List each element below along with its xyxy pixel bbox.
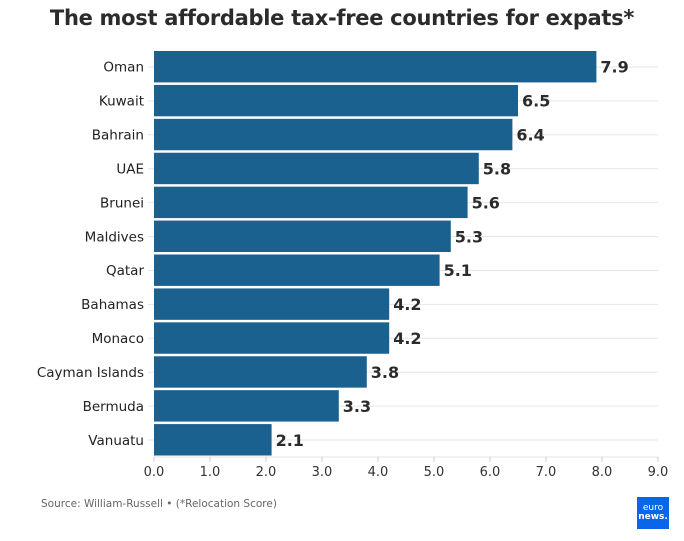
chart-title: The most affordable tax-free countries f… — [49, 6, 635, 30]
category-label: Monaco — [92, 331, 144, 347]
bar — [154, 356, 367, 388]
bar — [154, 186, 468, 219]
tick-label: 2.0 — [256, 465, 277, 480]
bar — [154, 424, 272, 456]
bar — [154, 118, 513, 151]
x-axis-ticks: 0.0 1.0 2.0 3.0 4.0 5.0 6.0 7.0 8.0 9.0 — [144, 457, 669, 480]
bar — [154, 322, 390, 354]
tick-label: 5.0 — [424, 465, 445, 480]
value-label: 3.8 — [371, 363, 399, 382]
bars — [154, 51, 597, 456]
category-label: Bermuda — [83, 399, 144, 415]
bar — [154, 220, 451, 252]
value-label: 3.3 — [343, 397, 371, 416]
tick-label: 6.0 — [480, 465, 501, 480]
tick-label: 9.0 — [648, 465, 669, 480]
source-note: Source: William-Russell • (*Relocation S… — [41, 498, 277, 510]
category-label: Kuwait — [99, 94, 144, 110]
category-label: Bahrain — [92, 128, 144, 144]
category-label: Vanuatu — [88, 433, 144, 449]
tick-label: 1.0 — [200, 465, 221, 480]
bar — [154, 84, 518, 117]
value-label: 4.2 — [393, 329, 421, 348]
logo-text-line1: euro — [642, 503, 664, 513]
value-label: 5.3 — [455, 227, 483, 246]
value-label: 6.5 — [522, 92, 550, 111]
tick-label: 3.0 — [312, 465, 333, 480]
value-label: 7.9 — [600, 58, 628, 77]
value-label: 6.4 — [516, 126, 544, 145]
value-labels: 7.9 6.5 6.4 5.8 5.6 5.3 5.1 4.2 4.2 3.83.3 2.1 — [276, 58, 629, 450]
bar — [154, 51, 597, 83]
value-label: 5.6 — [472, 193, 500, 212]
tick-label: 4.0 — [368, 465, 389, 480]
bar — [154, 254, 440, 286]
tick-label: 8.0 — [592, 465, 613, 480]
logo-text-line2: news. — [638, 512, 668, 522]
category-label: Bahamas — [81, 297, 144, 313]
tick-label: 0.0 — [144, 465, 165, 480]
category-label: Cayman Islands — [37, 365, 144, 381]
value-label: 5.1 — [444, 261, 472, 280]
category-labels: Oman Kuwait Bahrain UAE Brunei Maldives Qatar B… — [37, 60, 145, 449]
category-label: Qatar — [106, 263, 144, 279]
category-label: Oman — [103, 60, 144, 76]
tick-label: 7.0 — [536, 465, 557, 480]
category-label: Maldives — [85, 229, 144, 245]
value-label: 5.8 — [483, 159, 511, 178]
bar — [154, 390, 339, 422]
category-label: Brunei — [100, 195, 144, 211]
bar-chart: Oman Kuwait Bahrain UAE Brunei Maldives Qatar B… — [37, 51, 669, 480]
bar — [154, 152, 479, 185]
bar — [154, 288, 390, 320]
value-label: 2.1 — [276, 431, 304, 450]
euronews-logo: euro news. — [637, 497, 669, 529]
value-label: 4.2 — [393, 295, 421, 314]
category-label: UAE — [116, 161, 144, 177]
